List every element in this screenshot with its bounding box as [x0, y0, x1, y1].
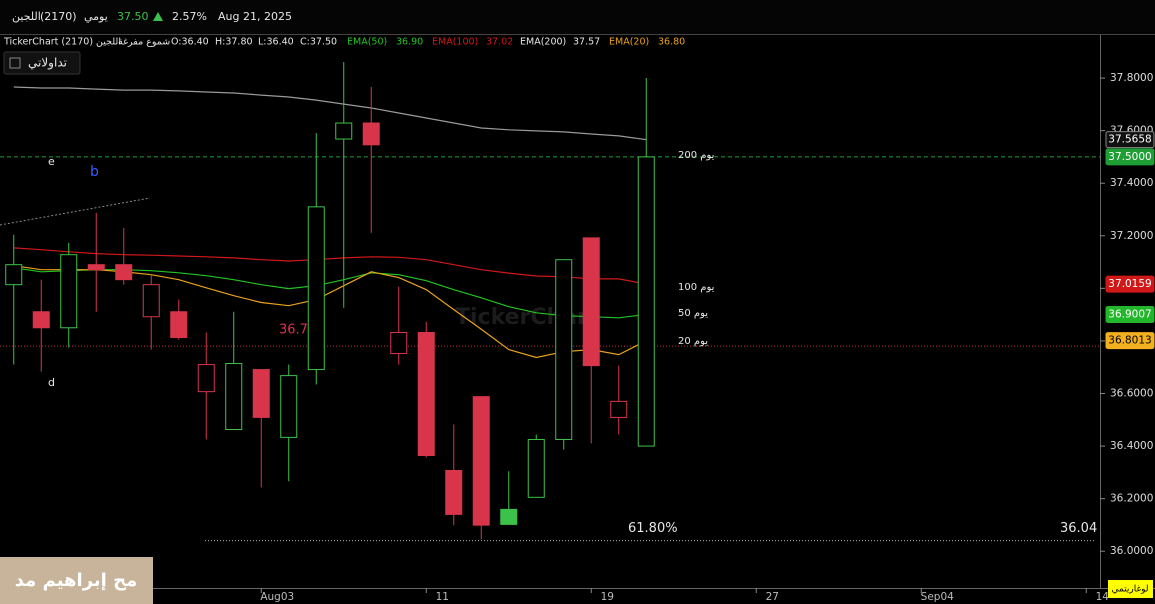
candle-body	[335, 122, 353, 140]
price-tag-label: 36.8013	[1108, 335, 1151, 347]
x-tick-label: 19	[601, 591, 614, 603]
candle-body	[527, 438, 545, 498]
y-tick-label: 36.6000	[1110, 387, 1153, 399]
candle-body	[362, 122, 380, 146]
y-tick-label: 37.2000	[1110, 230, 1153, 242]
candle-body	[87, 264, 105, 271]
period: يومي	[84, 10, 108, 23]
legend-name: EMA(100)	[432, 37, 478, 48]
author-box	[0, 557, 153, 604]
candle-body	[5, 264, 23, 286]
price-tag	[1105, 131, 1155, 149]
candle-body	[225, 363, 243, 430]
fib-ratio: 61.80%	[628, 521, 678, 536]
ema-tag: يوم 50	[678, 308, 708, 319]
symbol-code: (2170)	[40, 10, 77, 23]
chart-style: شموع مفرغة	[118, 37, 170, 48]
button-label[interactable]: تداولاتي	[28, 56, 67, 71]
ohlc-close: C:37.50	[300, 37, 337, 48]
symbol-name: اللجين	[12, 10, 41, 23]
author-overlay: مح إبراهيم مد	[15, 570, 137, 591]
support-label: 36.78	[279, 323, 316, 338]
legend-name: EMA(50)	[347, 37, 387, 48]
x-tick-label: Aug03	[260, 591, 294, 603]
watermark: TickerChart	[455, 305, 599, 330]
y-tick-label: 36.4000	[1110, 440, 1153, 452]
candle-body	[555, 259, 573, 440]
scale-label[interactable]: لوغاريتمي	[1111, 585, 1148, 595]
trend-line	[0, 197, 151, 226]
candle-body	[417, 332, 435, 457]
ema-tag: يوم 100	[678, 282, 715, 293]
legend-name: EMA(20)	[609, 37, 649, 48]
price-tag	[1105, 332, 1155, 350]
ema-tag: يوم 200	[678, 150, 715, 161]
y-tick-label: 37.8000	[1110, 72, 1153, 84]
legend-value: 37.02	[486, 37, 513, 48]
candle-body	[307, 206, 325, 371]
y-tick-label: 37.4000	[1110, 177, 1153, 189]
candle-body	[445, 470, 463, 515]
candle-body	[582, 237, 600, 367]
x-tick-label: 11	[436, 591, 449, 603]
change: 2.57%	[172, 10, 207, 23]
plot: 37.800037.600037.400037.200037.000036.80…	[0, 62, 1153, 603]
scale-box[interactable]	[1108, 580, 1153, 598]
up-arrow	[153, 12, 163, 21]
ohlc-high: H:37.80	[215, 37, 253, 48]
my-trades-button[interactable]	[3, 51, 81, 75]
candle-body	[115, 264, 133, 281]
candle-body	[472, 396, 490, 526]
y-tick-label: 36.0000	[1110, 545, 1153, 557]
header-bar	[0, 0, 1155, 34]
candle-body	[280, 375, 298, 438]
y-tick-label: 36.2000	[1110, 493, 1153, 505]
x-tick-label: Sep04	[921, 591, 954, 603]
wave-label: b	[90, 164, 99, 180]
last-price: 37.50	[117, 10, 149, 23]
button-icon	[9, 57, 21, 69]
candle-body	[390, 332, 408, 355]
legend-name: EMA(200)	[520, 37, 566, 48]
price-tag-label: 37.0159	[1108, 278, 1151, 290]
source: TickerChart اللجين (2170)	[3, 37, 121, 48]
ema-line	[13, 86, 647, 141]
legend-value: 36.80	[658, 37, 685, 48]
legend-value: 37.57	[573, 37, 600, 48]
ema-line	[13, 247, 647, 285]
candle-body	[610, 400, 628, 418]
ema-tag: يوم 20	[678, 336, 708, 347]
ohlc-open: O:36.40	[171, 37, 209, 48]
price-tag-label: 37.5658	[1108, 134, 1151, 146]
x-tick-label: 14	[1096, 591, 1110, 603]
candle-body	[32, 311, 50, 329]
price-tag	[1105, 148, 1155, 166]
candle-body	[60, 254, 78, 329]
candle-body	[142, 284, 160, 318]
fib-level: 36.04	[1060, 521, 1097, 536]
wave-label: e	[48, 155, 55, 168]
candle-body	[197, 364, 215, 393]
price-tag	[1105, 275, 1155, 293]
price-tag	[1105, 305, 1155, 323]
candle-body	[170, 311, 188, 338]
date: Aug 21, 2025	[218, 10, 292, 23]
candle-body	[252, 369, 270, 418]
legend-value: 36.90	[396, 37, 423, 48]
ohlc-low: L:36.40	[258, 37, 294, 48]
wave-label: d	[48, 376, 55, 389]
candle-body	[500, 508, 518, 525]
price-tag-label: 36.9007	[1108, 308, 1151, 320]
x-tick-label: 27	[766, 591, 779, 603]
price-tag-label: 37.5000	[1108, 151, 1151, 163]
candle-body	[637, 156, 655, 447]
